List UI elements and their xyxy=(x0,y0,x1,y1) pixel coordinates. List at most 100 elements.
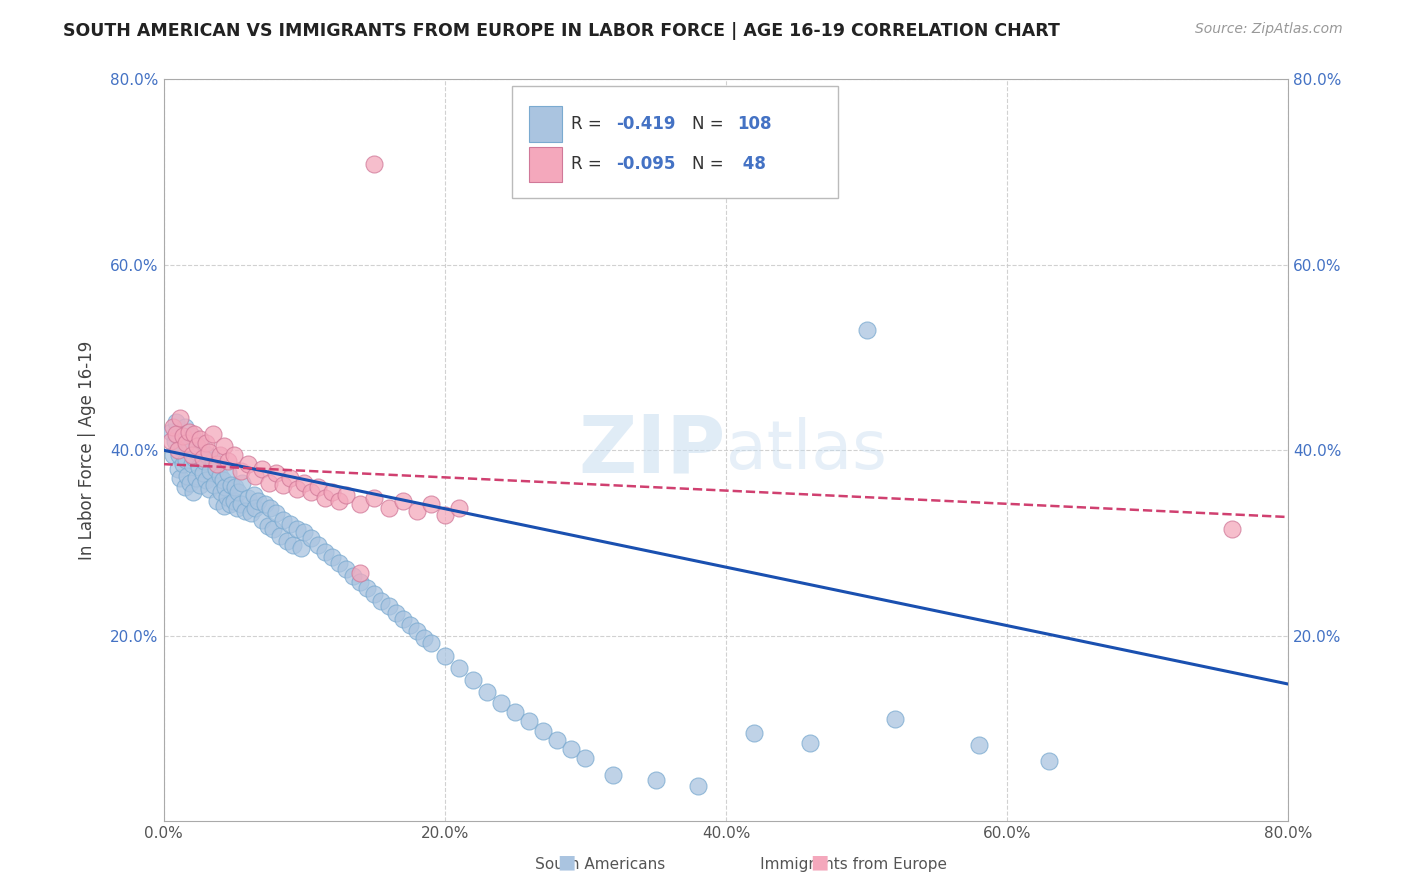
Point xyxy=(208,448,231,462)
Point xyxy=(253,497,276,511)
Text: 48: 48 xyxy=(737,155,766,173)
Point xyxy=(271,513,294,527)
Point xyxy=(250,462,273,476)
Point xyxy=(162,448,184,462)
Point xyxy=(292,475,315,490)
Point xyxy=(219,478,242,492)
Point xyxy=(307,538,329,552)
Point xyxy=(531,723,554,738)
Point xyxy=(201,426,224,441)
Point xyxy=(229,464,252,478)
Point xyxy=(231,475,253,490)
Point xyxy=(967,739,990,753)
Point xyxy=(405,503,427,517)
Point xyxy=(271,478,294,492)
Point xyxy=(194,435,217,450)
Point xyxy=(183,450,205,465)
Point xyxy=(176,469,198,483)
Point xyxy=(195,448,218,462)
Point xyxy=(214,480,236,494)
Point xyxy=(644,772,666,787)
Point xyxy=(167,448,190,462)
Point xyxy=(398,617,420,632)
Point xyxy=(205,494,228,508)
Point xyxy=(243,469,266,483)
Point xyxy=(174,435,197,450)
Point xyxy=(183,426,205,441)
Point xyxy=(574,751,596,765)
Point xyxy=(475,684,498,698)
Point xyxy=(314,545,336,559)
Point xyxy=(166,443,188,458)
Point xyxy=(377,500,399,515)
Point xyxy=(174,452,197,467)
Point xyxy=(193,454,215,468)
Point xyxy=(212,439,235,453)
Point xyxy=(187,459,209,474)
Point xyxy=(264,506,287,520)
Point xyxy=(307,480,329,494)
Point xyxy=(191,467,214,481)
Point xyxy=(278,471,301,485)
Point xyxy=(198,464,221,478)
Point xyxy=(259,500,281,515)
Text: N =: N = xyxy=(692,155,724,173)
Text: SOUTH AMERICAN VS IMMIGRANTS FROM EUROPE IN LABOR FORCE | AGE 16-19 CORRELATION : SOUTH AMERICAN VS IMMIGRANTS FROM EUROPE… xyxy=(63,22,1060,40)
Point xyxy=(517,714,540,729)
Point xyxy=(264,467,287,481)
Point xyxy=(489,696,512,710)
FancyBboxPatch shape xyxy=(529,106,562,142)
Point xyxy=(363,491,385,506)
Point xyxy=(560,742,582,756)
Point xyxy=(285,522,308,536)
Text: South Americans: South Americans xyxy=(502,857,665,872)
Point xyxy=(602,768,624,782)
Text: 108: 108 xyxy=(737,115,772,133)
Point xyxy=(276,534,298,549)
Text: ■: ■ xyxy=(810,853,830,871)
Point xyxy=(363,157,385,171)
Point xyxy=(285,482,308,496)
Point xyxy=(162,420,184,434)
Point xyxy=(278,517,301,532)
Point xyxy=(204,462,226,476)
Point xyxy=(180,448,202,462)
Point xyxy=(883,712,905,726)
Point xyxy=(236,491,259,506)
Point xyxy=(169,410,191,425)
Point xyxy=(197,482,219,496)
Point xyxy=(239,506,262,520)
Point xyxy=(256,519,278,533)
Point xyxy=(166,429,188,443)
Point xyxy=(1038,754,1060,768)
Point xyxy=(222,448,245,462)
Point xyxy=(391,494,413,508)
Point xyxy=(349,574,371,589)
Point xyxy=(197,445,219,459)
Point xyxy=(314,491,336,506)
Point xyxy=(419,636,441,650)
Point xyxy=(173,420,195,434)
Point xyxy=(177,435,200,450)
Point xyxy=(172,429,194,443)
Point xyxy=(188,478,211,492)
Point xyxy=(159,434,181,448)
Point xyxy=(173,480,195,494)
Point xyxy=(1220,522,1243,536)
Point xyxy=(321,549,343,564)
Point xyxy=(335,488,357,502)
Point xyxy=(186,439,208,453)
Point xyxy=(281,538,304,552)
Point xyxy=(205,457,228,471)
Point xyxy=(377,599,399,614)
Point xyxy=(257,475,280,490)
Point xyxy=(433,508,456,523)
Point xyxy=(447,500,470,515)
Point xyxy=(363,587,385,601)
Point xyxy=(208,469,231,483)
Point xyxy=(269,528,291,542)
Text: R =: R = xyxy=(571,155,602,173)
Point xyxy=(855,322,877,336)
Point xyxy=(184,471,207,485)
Point xyxy=(236,457,259,471)
